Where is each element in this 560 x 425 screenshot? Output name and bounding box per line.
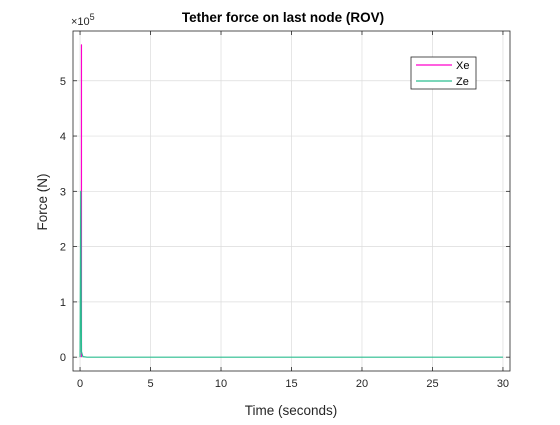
y-tick-label: 4: [60, 131, 66, 143]
legend-label-xe: Xe: [456, 60, 469, 72]
y-tick-label: 0: [60, 352, 66, 364]
y-exponent-base: ×10: [71, 16, 90, 28]
x-tick-label: 20: [356, 378, 368, 390]
y-tick-label: 3: [60, 186, 66, 198]
y-tick-label: 5: [60, 76, 66, 88]
legend: Xe Ze: [410, 56, 477, 90]
x-axis-label: Time (seconds): [245, 403, 338, 418]
y-axis-exponent: ×105: [71, 12, 95, 28]
y-tick-label: 1: [60, 297, 66, 309]
x-tick-label: 5: [147, 378, 153, 390]
x-tick-label: 30: [497, 378, 509, 390]
legend-label-ze: Ze: [456, 76, 469, 88]
tick-labels: 0 5 10 15 20 25 30 0 1 2 3 4 5: [60, 76, 509, 390]
series-line-ze: [79, 190, 503, 358]
chart-title: Tether force on last node (ROV): [182, 10, 384, 25]
svg-text:×105: ×105: [71, 12, 95, 28]
y-axis-label: Force (N): [35, 174, 50, 231]
ticks: [73, 31, 510, 371]
x-tick-label: 0: [77, 378, 83, 390]
x-tick-label: 25: [426, 378, 438, 390]
series-layer: [79, 44, 503, 358]
y-tick-label: 2: [60, 242, 66, 254]
y-exponent-power: 5: [90, 12, 95, 22]
x-tick-label: 10: [215, 378, 227, 390]
x-tick-label: 15: [285, 378, 297, 390]
legend-box: [410, 56, 477, 90]
